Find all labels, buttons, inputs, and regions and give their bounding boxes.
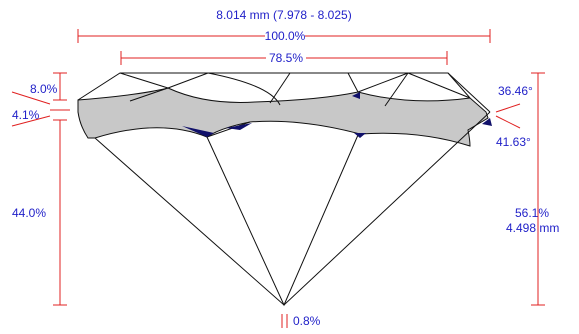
crown-height-label: 8.0% [30,82,58,96]
crown-angle-label: 36.46° [498,84,533,98]
pavilion-depth-label: 44.0% [12,206,46,220]
total-depth-pct-label: 56.1% [515,206,549,220]
pavilion-angle-label: 41.63° [496,135,531,149]
pavilion-outline [94,111,491,307]
culet-label: 0.8% [293,314,321,328]
total-depth-mm-label: 4.498 mm [506,221,559,235]
girdle-band [77,87,489,147]
dark-facet-patches [88,92,492,138]
dimension-lines [11,29,545,328]
total-width-label: 100.0% [265,29,306,43]
diameter-label: 8.014 mm (7.978 - 8.025) [216,8,351,22]
girdle-label: 4.1% [12,108,40,122]
crown-outline [77,72,491,113]
table-label: 78.5% [269,51,303,65]
